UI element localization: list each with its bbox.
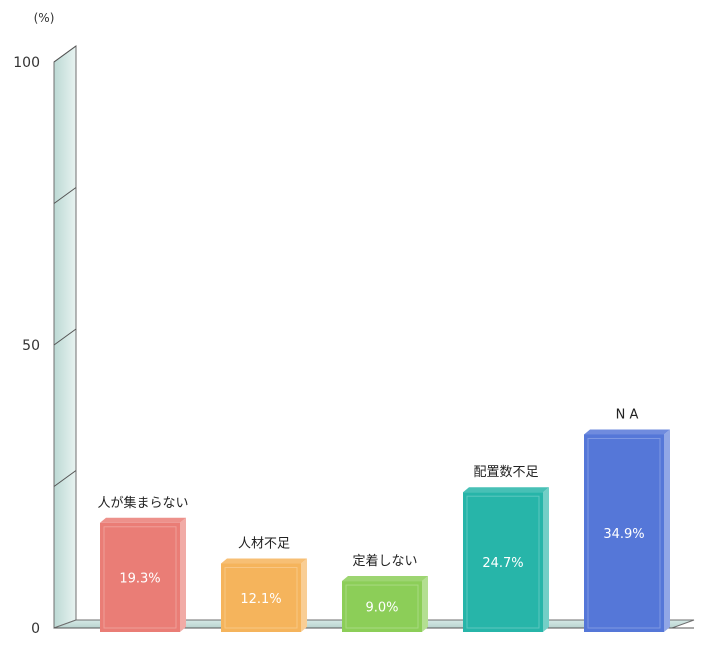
bar-value-label: 34.9% — [603, 527, 644, 542]
bar-5: 34.9% N A — [584, 407, 670, 632]
bar-top-face — [584, 429, 670, 435]
bar-3: 9.0% 定着しない — [342, 553, 428, 632]
bar-value-label: 12.1% — [240, 592, 281, 607]
bar-front-face — [584, 434, 664, 632]
y-tick-label: 50 — [22, 338, 40, 354]
bar-top-face — [100, 517, 186, 523]
bar-inner-highlight — [345, 584, 419, 629]
y-unit-label: (%) — [34, 11, 55, 25]
bar-category-label: N A — [616, 407, 639, 422]
bar-4: 24.7% 配置数不足 — [463, 465, 549, 632]
y-axis-ticks: 0 50 100 — [13, 45, 77, 637]
y-tick-mark — [53, 328, 77, 346]
bar-2: 12.1% 人材不足 — [221, 537, 307, 632]
bar-category-label: 配置数不足 — [473, 465, 538, 480]
bar-category-label: 人材不足 — [238, 537, 290, 552]
bars-group: 19.3% 人が集まらない 12.1% 人材不足 9.0% 定着しない 24.7% 配置数不足… — [97, 407, 670, 632]
bar-side-face — [301, 558, 307, 632]
bar-value-label: 19.3% — [119, 571, 160, 586]
bar-1: 19.3% 人が集まらない — [97, 495, 189, 632]
bar-value-label: 24.7% — [482, 556, 523, 571]
y-tick-label: 100 — [13, 55, 40, 71]
bar-inner-highlight — [587, 437, 661, 629]
bar-category-label: 人が集まらない — [97, 495, 188, 511]
bar-category-label: 定着しない — [352, 553, 417, 569]
bar-side-face — [664, 429, 670, 632]
bar-top-face — [342, 576, 428, 582]
y-tick-mark — [53, 45, 77, 63]
bar-inner-highlight — [103, 526, 177, 629]
bar-front-face — [463, 492, 543, 632]
bar-side-face — [422, 576, 428, 632]
bar-inner-highlight — [466, 495, 540, 629]
y-minor-tick-mark — [53, 187, 77, 204]
bar-front-face — [100, 522, 180, 632]
bar-front-face — [221, 563, 301, 632]
bar-side-face — [180, 517, 186, 632]
bar-side-face — [543, 487, 549, 632]
bar-top-face — [221, 558, 307, 564]
y-minor-tick-mark — [53, 470, 77, 487]
bar-top-face — [463, 487, 549, 493]
bar-front-face — [342, 581, 422, 632]
y-tick-label: 0 — [31, 621, 40, 637]
bar-inner-highlight — [224, 567, 298, 629]
bar-value-label: 9.0% — [365, 601, 398, 616]
